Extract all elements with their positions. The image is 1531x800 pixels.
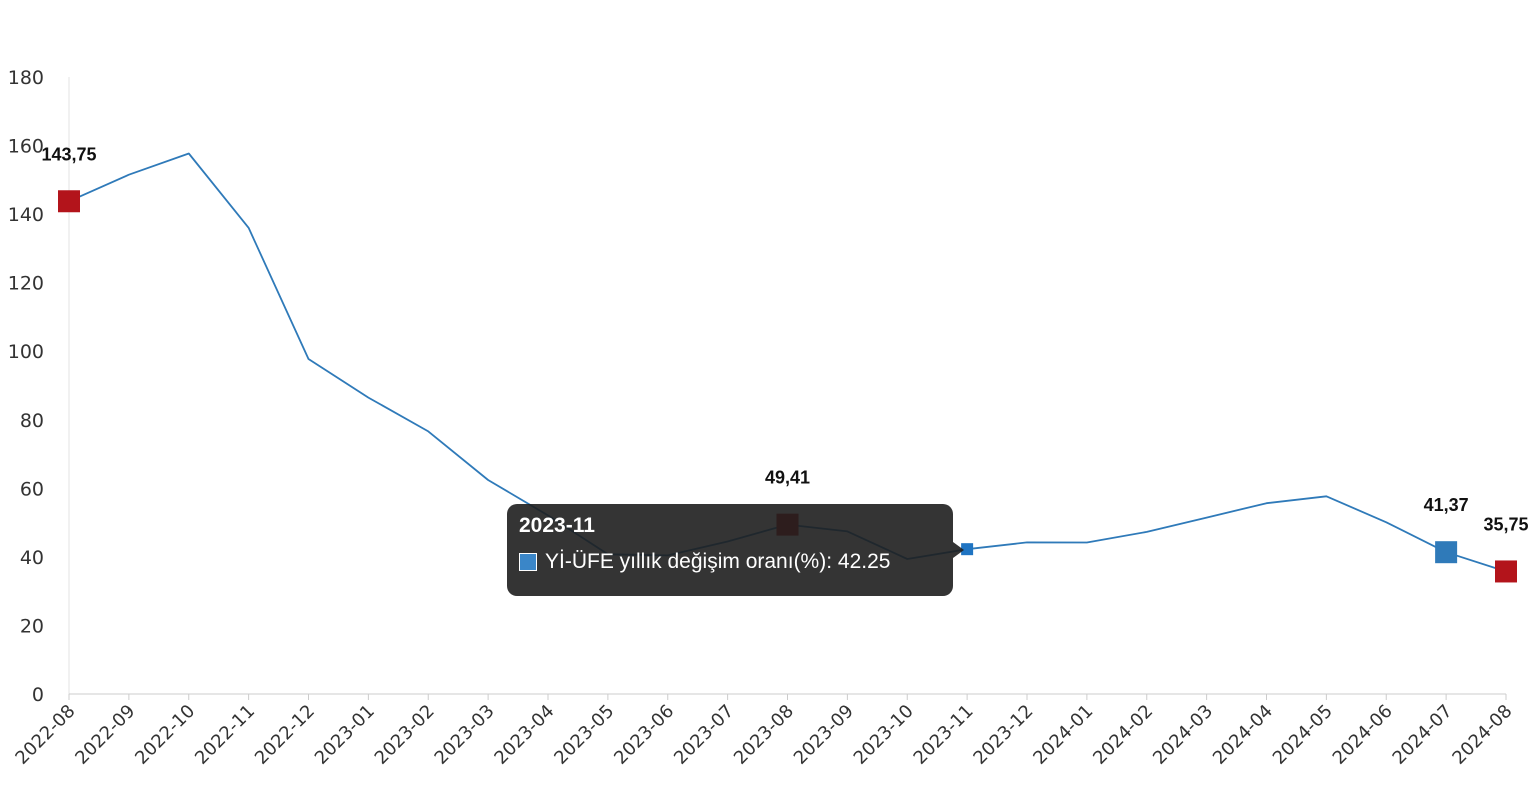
data-label: 35,75 [1483,514,1528,534]
x-tick-label: 2023-06 [610,701,678,769]
chart-axes [68,77,1506,695]
x-tick-label: 2023-02 [371,701,439,769]
x-tick-label: 2022-09 [71,701,139,769]
y-tick-label: 40 [20,547,44,569]
y-tick-label: 140 [8,204,44,226]
tooltip-row: Yİ-ÜFE yıllık değişim oranı(%): 42.25 [519,550,941,574]
data-point-marker [58,190,80,213]
x-tick-label: 2024-03 [1149,701,1217,769]
x-tick-label: 2023-09 [790,701,858,769]
y-axis-ticks: 0 20 40 60 80 100 120 140 160 180 [8,67,44,706]
data-label: 41,37 [1424,495,1469,515]
tooltip-title: 2023-11 [519,514,595,537]
y-tick-label: 80 [20,410,44,432]
x-tick-label: 2024-04 [1209,701,1277,769]
x-tick-label: 2022-11 [191,701,259,769]
x-tick-label: 2024-07 [1389,701,1457,769]
x-tick-label: 2024-01 [1029,701,1097,769]
y-tick-label: 160 [8,136,44,158]
data-point-marker [1495,560,1517,583]
x-tick-label: 2022-08 [11,701,79,769]
x-tick-label: 2023-03 [431,701,499,769]
x-tick-label: 2023-04 [490,701,558,769]
y-tick-label: 120 [8,273,44,295]
x-tick-label: 2023-07 [670,701,738,769]
data-label: 143,75 [41,144,96,164]
x-tick-label: 2023-12 [969,701,1037,769]
x-tick-label: 2023-01 [311,701,379,769]
x-tick-label: 2022-10 [131,701,199,769]
x-tick-label: 2024-02 [1089,701,1157,769]
y-tick-label: 100 [8,341,44,363]
tooltip-series-label: Yİ-ÜFE yıllık değişim oranı(%): 42.25 [545,550,891,573]
x-axis-ticks: 2022-082022-092022-102022-112022-122023-… [11,694,1517,769]
y-tick-label: 180 [8,67,44,89]
tooltip-caret [953,542,964,558]
x-tick-label: 2024-05 [1269,701,1337,769]
x-tick-label: 2024-08 [1448,701,1516,769]
data-point-marker [1435,541,1458,564]
tooltip-series-swatch [519,553,537,571]
x-tick-label: 2023-10 [850,701,918,769]
data-label: 49,41 [765,468,810,488]
y-tick-label: 60 [20,478,44,500]
y-tick-label: 20 [20,615,44,637]
x-tick-label: 2023-11 [910,701,978,769]
x-tick-label: 2022-12 [251,701,319,769]
data-labels: 143,75 49,41 41,37 35,75 [41,144,1528,534]
highlighted-point-marker [961,543,974,556]
y-tick-label: 0 [32,684,44,706]
x-tick-label: 2023-05 [550,701,618,769]
tooltip: 2023-11 Yİ-ÜFE yıllık değişim oranı(%): … [507,504,964,596]
x-tick-label: 2023-08 [730,701,798,769]
x-tick-label: 2024-06 [1329,701,1397,769]
